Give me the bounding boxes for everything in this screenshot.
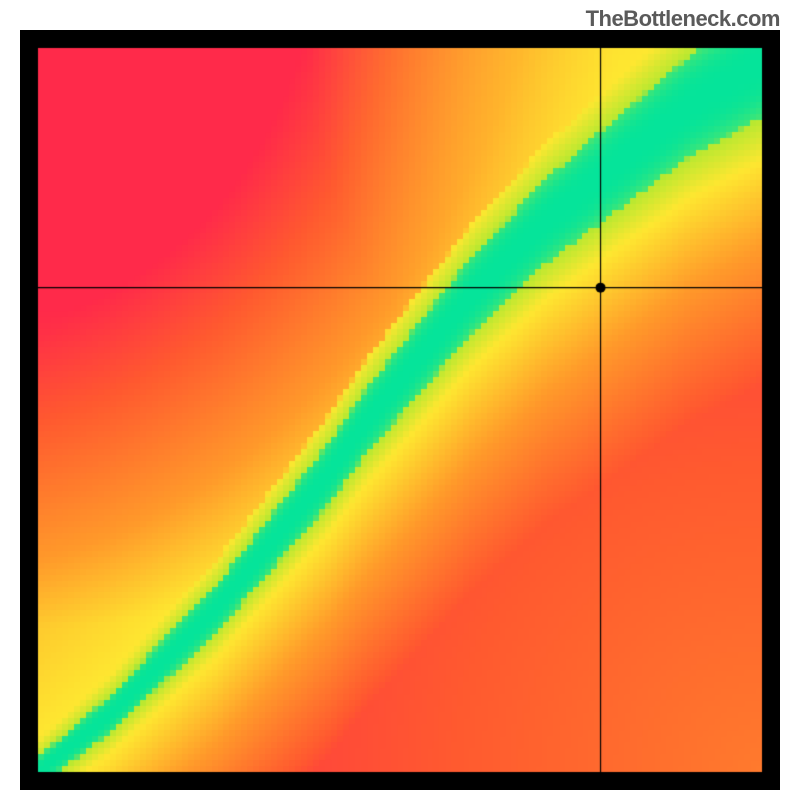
chart-container: TheBottleneck.com — [0, 0, 800, 800]
heatmap-canvas — [20, 30, 780, 790]
watermark-label: TheBottleneck.com — [586, 6, 780, 32]
chart-frame — [20, 30, 780, 790]
